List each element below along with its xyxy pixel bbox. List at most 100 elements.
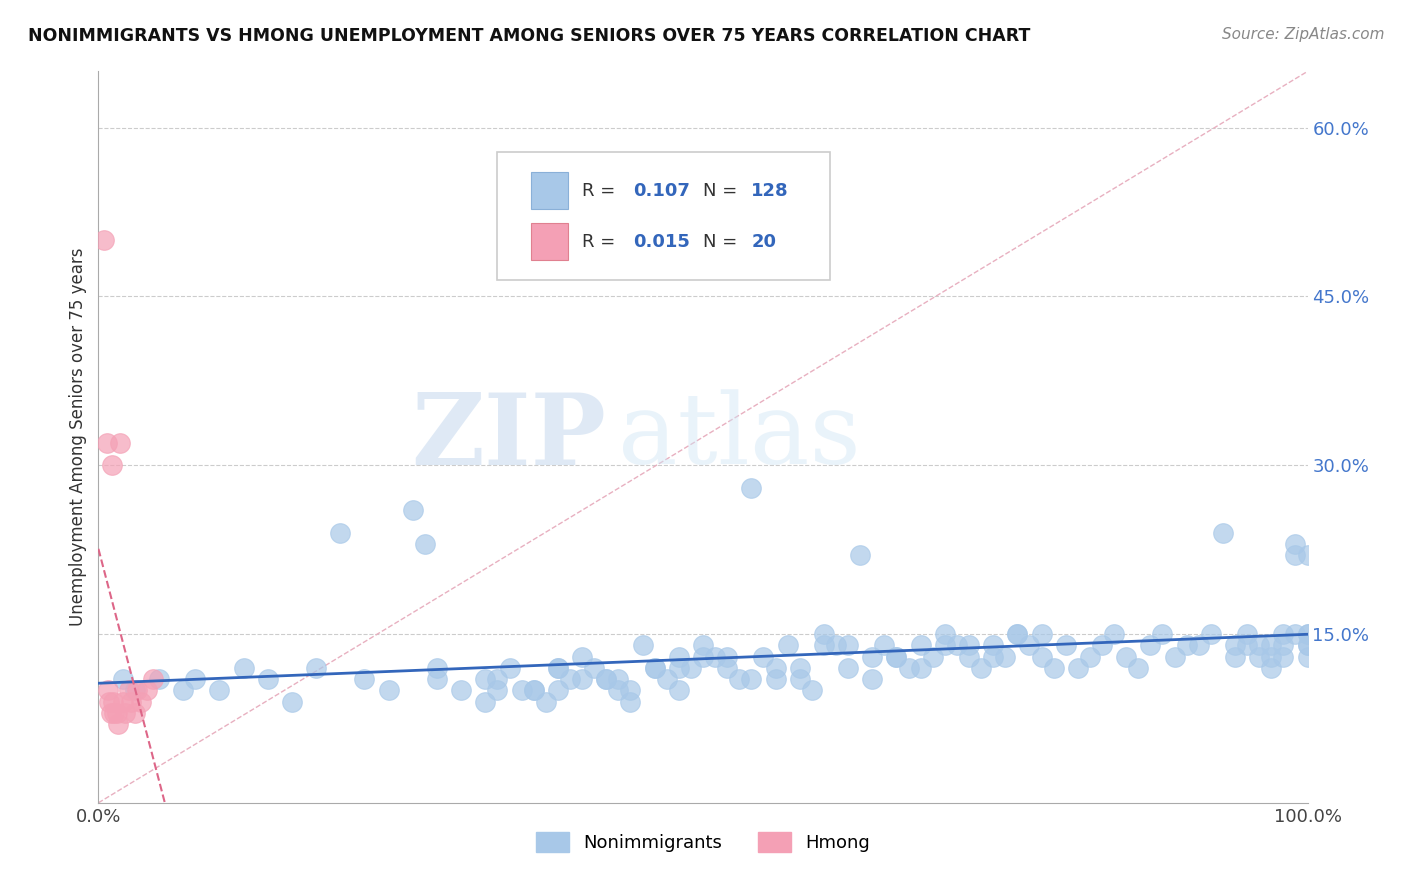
- Point: [118, 683, 141, 698]
- Point: [668, 649, 690, 664]
- Point: [111, 694, 134, 708]
- Point: [837, 638, 859, 652]
- Point: [1091, 638, 1114, 652]
- Point: [111, 672, 134, 686]
- FancyBboxPatch shape: [531, 224, 568, 260]
- Point: [547, 683, 569, 698]
- Point: [129, 694, 152, 708]
- Point: [740, 481, 762, 495]
- Point: [486, 683, 509, 698]
- Point: [970, 661, 993, 675]
- Text: N =: N =: [703, 233, 742, 251]
- Point: [474, 672, 496, 686]
- Point: [510, 683, 533, 698]
- Point: [692, 649, 714, 664]
- Point: [849, 548, 872, 562]
- Point: [934, 627, 956, 641]
- Point: [910, 661, 932, 675]
- Text: R =: R =: [582, 233, 621, 251]
- Point: [305, 661, 328, 675]
- Point: [644, 661, 666, 675]
- Point: [127, 683, 149, 698]
- Point: [93, 233, 115, 247]
- Legend: Nonimmigrants, Hmong: Nonimmigrants, Hmong: [529, 824, 877, 860]
- Text: 20: 20: [751, 233, 776, 251]
- Point: [886, 649, 908, 664]
- Point: [921, 649, 943, 664]
- Point: [1249, 649, 1271, 664]
- Text: atlas: atlas: [619, 389, 860, 485]
- Point: [607, 672, 630, 686]
- Point: [860, 672, 883, 686]
- Point: [1128, 661, 1150, 675]
- Point: [148, 672, 170, 686]
- Point: [96, 435, 118, 450]
- Point: [101, 694, 124, 708]
- Text: R =: R =: [582, 182, 621, 200]
- Text: 0.107: 0.107: [633, 182, 690, 200]
- Point: [946, 638, 969, 652]
- Point: [981, 638, 1004, 652]
- Point: [1296, 548, 1319, 562]
- Point: [957, 649, 980, 664]
- Point: [208, 683, 231, 698]
- Point: [1284, 548, 1306, 562]
- Point: [1272, 627, 1295, 641]
- Point: [776, 638, 799, 652]
- Point: [353, 672, 375, 686]
- Point: [329, 525, 352, 540]
- Point: [523, 683, 546, 698]
- Point: [1139, 638, 1161, 652]
- Point: [426, 672, 449, 686]
- Point: [486, 672, 509, 686]
- Point: [1163, 649, 1185, 664]
- Point: [1175, 638, 1198, 652]
- Point: [934, 638, 956, 652]
- Point: [547, 661, 569, 675]
- Point: [910, 638, 932, 652]
- Point: [1223, 649, 1246, 664]
- Point: [1102, 627, 1125, 641]
- Point: [1078, 649, 1101, 664]
- Point: [1054, 638, 1077, 652]
- Point: [631, 638, 654, 652]
- Point: [873, 638, 896, 652]
- Point: [498, 661, 520, 675]
- Point: [184, 672, 207, 686]
- Point: [135, 683, 157, 698]
- Point: [813, 638, 835, 652]
- Point: [1042, 661, 1064, 675]
- Point: [740, 672, 762, 686]
- Point: [619, 694, 641, 708]
- Point: [1296, 638, 1319, 652]
- Point: [716, 661, 738, 675]
- Point: [1260, 638, 1282, 652]
- Y-axis label: Unemployment Among Seniors over 75 years: Unemployment Among Seniors over 75 years: [69, 248, 87, 626]
- Point: [1152, 627, 1174, 641]
- Point: [1031, 649, 1053, 664]
- Point: [1236, 638, 1258, 652]
- FancyBboxPatch shape: [498, 152, 830, 280]
- Point: [655, 672, 678, 686]
- Point: [124, 683, 146, 698]
- Point: [1007, 627, 1029, 641]
- Point: [716, 649, 738, 664]
- Point: [124, 706, 146, 720]
- Point: [1188, 638, 1211, 652]
- Point: [377, 683, 399, 698]
- Point: [1249, 638, 1271, 652]
- Point: [402, 503, 425, 517]
- Point: [108, 435, 131, 450]
- Point: [571, 649, 593, 664]
- Point: [105, 706, 128, 720]
- Point: [957, 638, 980, 652]
- Point: [728, 672, 751, 686]
- FancyBboxPatch shape: [531, 172, 568, 209]
- Point: [1284, 627, 1306, 641]
- Point: [547, 661, 569, 675]
- Point: [1031, 627, 1053, 641]
- Point: [1260, 649, 1282, 664]
- Point: [1296, 627, 1319, 641]
- Point: [413, 537, 436, 551]
- Text: 0.015: 0.015: [633, 233, 690, 251]
